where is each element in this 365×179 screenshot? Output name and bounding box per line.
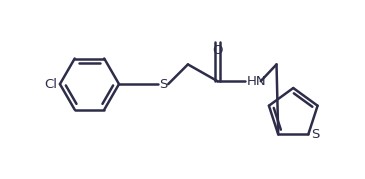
Text: O: O <box>212 44 223 57</box>
Text: S: S <box>159 78 168 91</box>
Text: HN: HN <box>247 75 266 88</box>
Text: S: S <box>311 128 320 141</box>
Text: Cl: Cl <box>44 78 57 91</box>
